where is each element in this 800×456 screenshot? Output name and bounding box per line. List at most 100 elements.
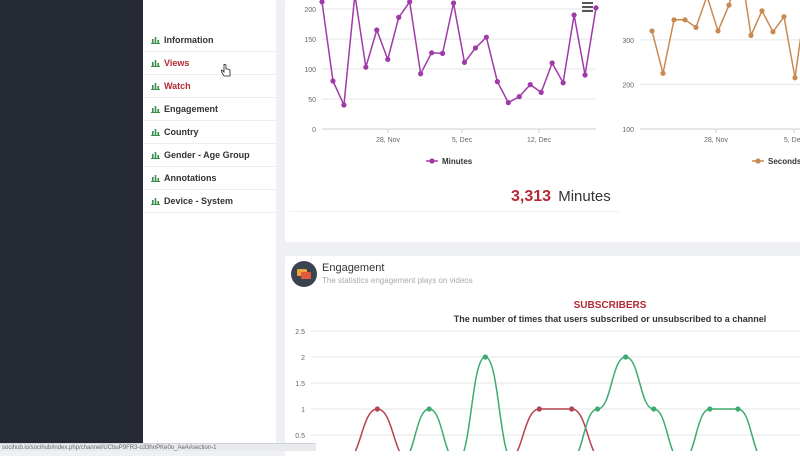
data-point [792, 75, 797, 80]
x-tick-label: 5, Dec [452, 137, 473, 144]
data-point [374, 27, 379, 32]
data-point [429, 50, 434, 55]
bar-chart-icon [151, 59, 160, 67]
data-point [759, 8, 764, 13]
y-tick-label: 200 [622, 82, 634, 89]
data-point [440, 51, 445, 56]
section-menu: Information Views Watch Engagement Country Ge… [143, 0, 276, 451]
chart-menu-icon[interactable] [582, 2, 593, 14]
data-point [330, 78, 335, 83]
data-point [385, 57, 390, 62]
y-tick-label: 300 [622, 38, 634, 45]
data-point [396, 15, 401, 20]
bar-chart-icon [151, 197, 160, 205]
y-tick-label: 150 [304, 37, 316, 44]
legend-label: Minutes [442, 157, 473, 166]
divider [289, 211, 619, 212]
bar-chart-icon [151, 174, 160, 182]
data-point [623, 354, 628, 359]
menu-item-label: Information [164, 35, 214, 45]
menu-item-label: Country [164, 127, 199, 137]
x-tick-label: 5, Dec [784, 137, 800, 144]
data-point [473, 45, 478, 50]
chart-legend: Seconds [752, 157, 800, 166]
menu-item-views[interactable]: Views [143, 52, 276, 75]
menu-item-engagement[interactable]: Engagement [143, 98, 276, 121]
y-tick-label: 1.5 [295, 381, 305, 388]
legend-marker [755, 158, 760, 163]
data-point [418, 71, 423, 76]
menu-item-label: Watch [164, 81, 191, 91]
data-point [693, 25, 698, 30]
y-tick-label: 0.5 [295, 433, 305, 440]
bar-chart-icon [151, 36, 160, 44]
data-point [569, 406, 574, 411]
data-point [726, 2, 731, 7]
menu-item-annotations[interactable]: Annotations [143, 167, 276, 190]
series-line [322, 0, 596, 105]
x-tick-label: 28, Nov [376, 137, 401, 144]
bar-chart-icon [151, 82, 160, 90]
data-point [484, 35, 489, 40]
bar-chart-icon [151, 105, 160, 113]
subscribers-chart-title: SUBSCRIBERS [485, 300, 735, 311]
engagement-subtitle: The statistics engagement plays on video… [322, 276, 473, 285]
menu-item-gender-age-group[interactable]: Gender - Age Group [143, 144, 276, 167]
y-tick-label: 100 [622, 127, 634, 134]
chat-bubbles-icon [291, 261, 317, 287]
legend-label: Seconds [768, 157, 800, 166]
y-tick-label: 100 [304, 67, 316, 74]
dark-sidebar [0, 0, 143, 451]
data-point [748, 33, 753, 38]
total-minutes-value: 3,313 [511, 188, 551, 205]
y-tick-label: 50 [308, 97, 316, 104]
data-point [781, 14, 786, 19]
data-point [649, 28, 654, 33]
menu-item-label: Device - System [164, 196, 233, 206]
data-point [651, 406, 656, 411]
data-point [682, 17, 687, 22]
data-point [561, 80, 566, 85]
menu-item-watch[interactable]: Watch [143, 75, 276, 98]
data-point [375, 406, 380, 411]
data-point [671, 17, 676, 22]
y-tick-label: 0 [312, 127, 316, 134]
menu-item-country[interactable]: Country [143, 121, 276, 144]
menu-item-label: Gender - Age Group [164, 150, 250, 160]
data-point [707, 406, 712, 411]
y-tick-label: 200 [304, 7, 316, 14]
x-tick-label: 28, Nov [704, 137, 729, 144]
y-tick-label: 2.5 [295, 329, 305, 336]
engagement-title: Engagement [322, 262, 384, 274]
data-point [550, 60, 555, 65]
menu-item-label: Engagement [164, 104, 218, 114]
bar-chart-icon [151, 151, 160, 159]
total-minutes-unit: Minutes [558, 188, 611, 205]
mouse-pointer-icon [221, 64, 231, 82]
status-bar-url: socihub.io/socihub/index.php/channel/UCb… [0, 443, 316, 451]
y-tick-label: 1 [301, 407, 305, 414]
legend-marker [429, 158, 434, 163]
data-point [319, 0, 324, 4]
data-point [506, 100, 511, 105]
data-point [595, 406, 600, 411]
chart-legend: Minutes [426, 157, 473, 166]
data-point [341, 102, 346, 107]
menu-item-label: Views [164, 58, 189, 68]
data-point [495, 79, 500, 84]
y-tick-label: 2 [301, 355, 305, 362]
data-point [517, 94, 522, 99]
menu-item-information[interactable]: Information [143, 29, 276, 52]
bar-chart-icon [151, 128, 160, 136]
series-line [345, 357, 766, 451]
data-point [483, 354, 488, 359]
menu-item-device-system[interactable]: Device - System [143, 190, 276, 213]
total-minutes: 3,313 Minutes [511, 188, 611, 206]
subscribers-chart: 0.5 1 1.5 2 2.5 [285, 320, 800, 451]
data-point [715, 28, 720, 33]
data-point [539, 90, 544, 95]
data-point [735, 406, 740, 411]
series-line [652, 0, 800, 78]
